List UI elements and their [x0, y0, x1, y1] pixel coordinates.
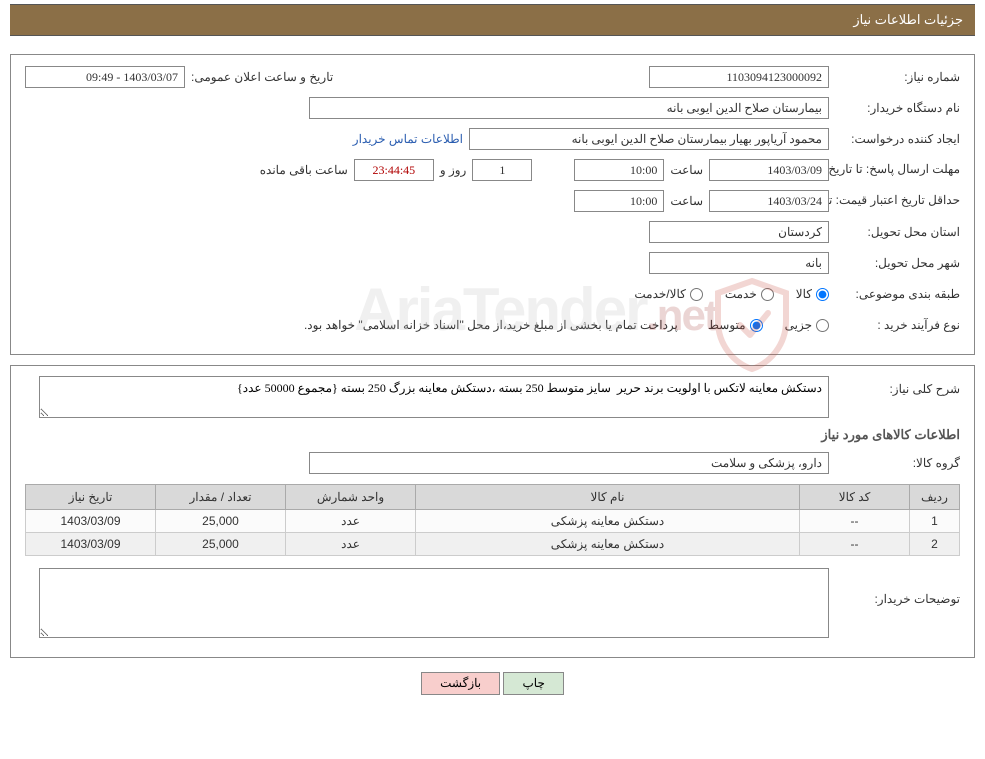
- purchase-type-radio-group: جزیی متوسط: [708, 318, 829, 332]
- payment-note: پرداخت تمام یا بخشی از مبلغ خرید،از محل …: [304, 318, 678, 332]
- items-section-title: اطلاعات کالاهای مورد نیاز: [25, 427, 960, 443]
- validity-time-field[interactable]: [574, 190, 664, 212]
- province-label: استان محل تحویل:: [835, 225, 960, 239]
- cell-unit: عدد: [286, 510, 416, 533]
- buyer-note-label: توضیحات خریدار:: [835, 568, 960, 606]
- th-unit: واحد شمارش: [286, 485, 416, 510]
- th-code: کد کالا: [800, 485, 910, 510]
- hour-label-2: ساعت: [670, 194, 703, 208]
- cell-name: دستکش معاینه پزشکی: [416, 510, 800, 533]
- back-button[interactable]: بازگشت: [421, 672, 500, 695]
- radio-mixed[interactable]: کالا/خدمت: [634, 287, 702, 301]
- radio-service[interactable]: خدمت: [725, 287, 774, 301]
- th-date: تاریخ نیاز: [26, 485, 156, 510]
- requester-label: ایجاد کننده درخواست:: [835, 132, 960, 146]
- deadline-date-field[interactable]: [709, 159, 829, 181]
- cell-idx: 1: [910, 510, 960, 533]
- days-suffix: روز و: [440, 163, 467, 177]
- form-panel: AriaTender.net شماره نیاز: تاریخ و ساعت …: [10, 54, 975, 355]
- page-header: جزئیات اطلاعات نیاز: [10, 4, 975, 36]
- countdown-field: [354, 159, 434, 181]
- table-row: 1--دستکش معاینه پزشکیعدد25,0001403/03/09: [26, 510, 960, 533]
- radio-medium[interactable]: متوسط: [708, 318, 763, 332]
- city-field[interactable]: [649, 252, 829, 274]
- need-no-field[interactable]: [649, 66, 829, 88]
- group-label: گروه کالا:: [835, 456, 960, 470]
- remain-label: ساعت باقی مانده: [260, 163, 348, 177]
- table-header-row: ردیف کد کالا نام کالا واحد شمارش تعداد /…: [26, 485, 960, 510]
- th-row: ردیف: [910, 485, 960, 510]
- cell-qty: 25,000: [156, 510, 286, 533]
- table-row: 2--دستکش معاینه پزشکیعدد25,0001403/03/09: [26, 533, 960, 556]
- radio-partial[interactable]: جزیی: [785, 318, 829, 332]
- print-button[interactable]: چاپ: [503, 672, 563, 695]
- detail-panel: شرح کلی نیاز: اطلاعات کالاهای مورد نیاز …: [10, 365, 975, 658]
- requester-field[interactable]: [469, 128, 829, 150]
- cell-code: --: [800, 533, 910, 556]
- cell-name: دستکش معاینه پزشکی: [416, 533, 800, 556]
- need-no-label: شماره نیاز:: [835, 70, 960, 84]
- classification-radio-group: کالا خدمت کالا/خدمت: [634, 287, 829, 301]
- radio-goods[interactable]: کالا: [796, 287, 829, 301]
- overall-textarea[interactable]: [39, 376, 829, 418]
- cell-date: 1403/03/09: [26, 510, 156, 533]
- validity-date-field[interactable]: [709, 190, 829, 212]
- purchase-type-label: نوع فرآیند خرید :: [835, 318, 960, 332]
- group-field[interactable]: [309, 452, 829, 474]
- deadline-time-field[interactable]: [574, 159, 664, 181]
- buyer-org-field[interactable]: [309, 97, 829, 119]
- cell-idx: 2: [910, 533, 960, 556]
- buyer-note-textarea[interactable]: [39, 568, 829, 638]
- validity-label: حداقل تاریخ اعتبار قیمت: تا تاریخ:: [835, 193, 960, 209]
- hour-label-1: ساعت: [670, 163, 703, 177]
- buyer-org-label: نام دستگاه خریدار:: [835, 101, 960, 115]
- province-field[interactable]: [649, 221, 829, 243]
- cell-unit: عدد: [286, 533, 416, 556]
- button-row: چاپ بازگشت: [10, 672, 975, 695]
- announce-label: تاریخ و ساعت اعلان عمومی:: [191, 70, 333, 84]
- overall-label: شرح کلی نیاز:: [835, 376, 960, 396]
- days-field[interactable]: [472, 159, 532, 181]
- buyer-contact-link[interactable]: اطلاعات تماس خریدار: [353, 132, 463, 146]
- cell-date: 1403/03/09: [26, 533, 156, 556]
- deadline-label: مهلت ارسال پاسخ: تا تاریخ:: [835, 162, 960, 178]
- items-table: ردیف کد کالا نام کالا واحد شمارش تعداد /…: [25, 484, 960, 556]
- announce-field[interactable]: [25, 66, 185, 88]
- classification-label: طبقه بندی موضوعی:: [835, 287, 960, 301]
- th-name: نام کالا: [416, 485, 800, 510]
- city-label: شهر محل تحویل:: [835, 256, 960, 270]
- cell-qty: 25,000: [156, 533, 286, 556]
- page-title: جزئیات اطلاعات نیاز: [853, 12, 963, 27]
- th-qty: تعداد / مقدار: [156, 485, 286, 510]
- cell-code: --: [800, 510, 910, 533]
